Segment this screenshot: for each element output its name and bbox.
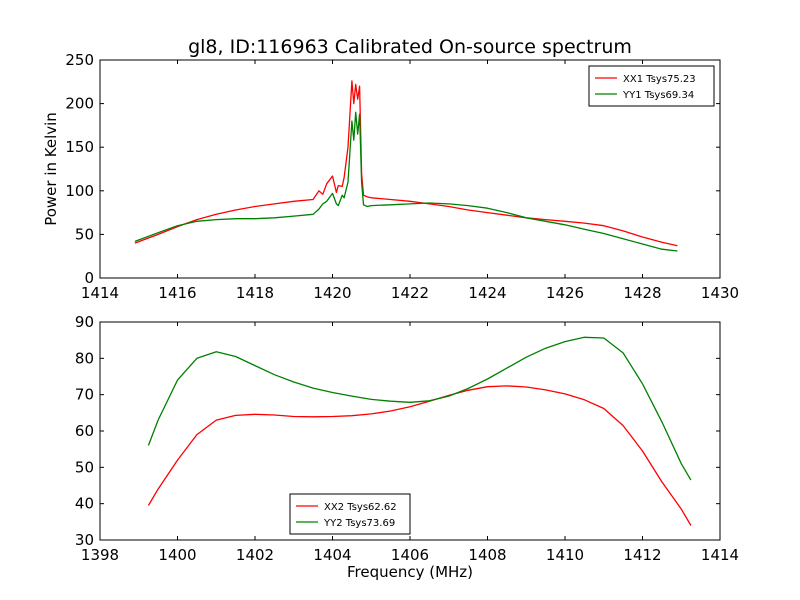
top-spectrum-chart: 1414 1416 1418 1420 1422 1424 1426 1428 1430 0 50 1… — [42, 51, 739, 302]
bottom-spectrum-chart: 1398 1400 1402 1404 1406 1408 1410 1412 1414 30 40… — [75, 313, 739, 581]
x-tick-label: 1398 — [81, 546, 119, 564]
x-tick-label: 1414 — [81, 284, 119, 302]
x-tick-label: 1422 — [391, 284, 429, 302]
series-line-1 — [147, 385, 692, 526]
x-tick-label: 1426 — [546, 284, 584, 302]
x-tick-label: 1408 — [468, 546, 506, 564]
legend: XX2 Tsys62.62 YY2 Tsys73.69 — [289, 493, 411, 535]
y-tick-label: 80 — [75, 349, 94, 367]
figure-title: gl8, ID:116963 Calibrated On-source spec… — [188, 36, 632, 58]
x-axis-label: Frequency (MHz) — [347, 563, 473, 581]
x-tick-label: 1404 — [313, 546, 351, 564]
y-tick-label: 250 — [65, 51, 94, 69]
x-tick-label: 1428 — [623, 284, 661, 302]
y-tick-label: 200 — [65, 95, 94, 113]
legend-box — [289, 493, 411, 535]
y-tick-label: 40 — [75, 495, 94, 513]
x-tick-label: 1412 — [623, 546, 661, 564]
y-tick-label: 60 — [75, 422, 94, 440]
x-tick-label: 1424 — [468, 284, 506, 302]
x-tick-label: 1418 — [236, 284, 274, 302]
x-tick-label: 1406 — [391, 546, 429, 564]
x-tick-label: 1402 — [236, 546, 274, 564]
legend-label: YY2 Tsys73.69 — [323, 518, 395, 529]
legend-label: XX2 Tsys62.62 — [324, 502, 397, 513]
y-tick-label: 50 — [75, 458, 94, 476]
y-tick-label: 90 — [75, 313, 94, 331]
x-tick-label: 1430 — [701, 284, 739, 302]
y-tick-label: 150 — [65, 138, 94, 156]
x-tick-label: 1414 — [701, 546, 739, 564]
legend: XX1 Tsys75.23 YY1 Tsys69.34 — [588, 65, 715, 107]
x-tick-label: 1416 — [158, 284, 196, 302]
y-tick-label: 70 — [75, 386, 94, 404]
series-line-2 — [134, 111, 678, 252]
y-axis-label: Power in Kelvin — [42, 112, 60, 226]
y-tick-label: 100 — [65, 182, 94, 200]
x-tick-label: 1420 — [313, 284, 351, 302]
legend-box — [588, 65, 715, 107]
y-tick-label: 50 — [75, 225, 94, 243]
legend-label: XX1 Tsys75.23 — [623, 74, 696, 85]
series-line-1 — [134, 80, 678, 247]
x-tick-label: 1410 — [546, 546, 584, 564]
series-line-2 — [147, 336, 692, 481]
y-tick-label: 30 — [75, 531, 94, 549]
x-tick-label: 1400 — [158, 546, 196, 564]
y-tick-label: 0 — [84, 269, 94, 287]
legend-label: YY1 Tsys69.34 — [622, 90, 694, 101]
